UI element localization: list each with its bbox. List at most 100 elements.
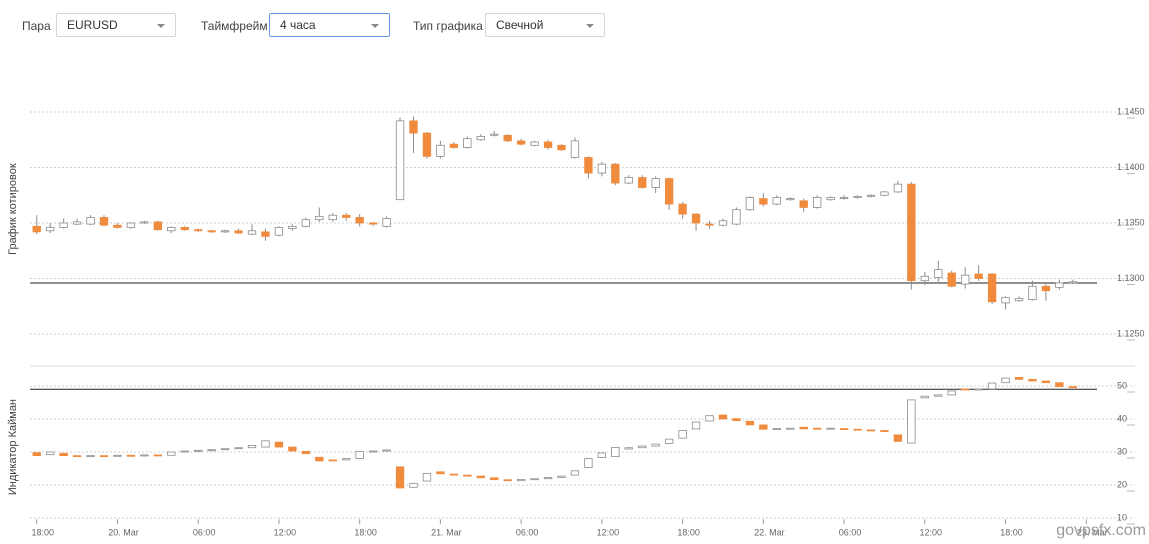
candle-body — [503, 479, 512, 482]
candle-body — [611, 446, 620, 458]
candle-body — [476, 475, 485, 479]
candle-body — [759, 424, 768, 430]
candle-body — [234, 447, 243, 450]
candle-body — [463, 474, 472, 477]
candle-body — [180, 227, 189, 231]
candle-body — [490, 477, 499, 481]
candle-body — [866, 194, 876, 197]
y-tick-label: 10 — [1117, 512, 1127, 522]
candle-body — [1014, 377, 1024, 380]
candle-body — [126, 454, 136, 457]
candle-body — [140, 221, 149, 224]
candle-body — [72, 221, 82, 225]
candle-body — [315, 215, 324, 221]
candle-body — [382, 218, 391, 227]
candle-body — [261, 440, 270, 448]
candle-body — [59, 452, 68, 457]
candle-body — [368, 222, 378, 225]
candle-body — [664, 438, 674, 444]
candle-body — [799, 426, 808, 430]
candle-body — [355, 217, 364, 224]
y-tick-label: 1.1400 — [1117, 162, 1145, 172]
candle-body — [436, 471, 445, 475]
candle-body — [853, 428, 862, 431]
candle-body — [113, 454, 122, 457]
candle-body — [274, 227, 284, 236]
candle-body — [786, 198, 795, 201]
candle-body — [826, 427, 835, 430]
x-tick-label: 06:00 — [839, 528, 862, 538]
candle-body — [1001, 296, 1010, 304]
candle-body — [961, 274, 970, 285]
candle-body — [220, 448, 230, 451]
candle-body — [32, 452, 41, 457]
candle-body — [638, 445, 647, 449]
candle-body — [678, 203, 687, 215]
candle-body — [718, 414, 728, 420]
candle-body — [140, 454, 149, 457]
candle-body — [261, 231, 270, 237]
candle-body — [786, 427, 795, 430]
timeframe-select[interactable]: 4 часа — [269, 13, 390, 37]
x-tick-label: 12:00 — [920, 528, 943, 538]
candle-body — [799, 200, 808, 208]
x-tick-label: 18:00 — [354, 528, 377, 538]
candle-body — [557, 144, 566, 151]
candle-body — [826, 197, 835, 201]
candle-body — [99, 455, 109, 458]
candle-body — [839, 197, 849, 199]
y-tick-label: 1.1350 — [1117, 217, 1145, 227]
y-tick-label: 1.1300 — [1117, 273, 1145, 283]
candle-body — [745, 420, 755, 426]
candle-body — [247, 230, 257, 235]
candle-body — [732, 418, 741, 422]
candle-body — [920, 395, 929, 399]
candle-body — [449, 143, 459, 148]
candle-body — [234, 230, 243, 234]
candle-body — [503, 134, 512, 142]
candle-body — [207, 230, 216, 233]
candle-body — [638, 177, 647, 188]
candle-body — [543, 141, 553, 148]
candle-body — [987, 273, 997, 303]
candle-body — [1041, 380, 1051, 384]
candle-body — [934, 394, 943, 397]
y-tick-label: 30 — [1117, 446, 1127, 456]
candle-body — [342, 214, 351, 218]
control-label: Пара — [22, 19, 51, 33]
candle-body — [839, 428, 849, 430]
x-tick-label: 12:00 — [597, 528, 620, 538]
candle-body — [880, 191, 889, 196]
candle-body — [207, 449, 216, 452]
x-tick-label: 22. Mar — [754, 528, 785, 538]
candle-body — [180, 450, 189, 453]
candle-body — [368, 450, 378, 453]
candle-body — [705, 415, 714, 422]
candle-body — [1028, 285, 1037, 300]
candle-body — [705, 223, 714, 226]
candle-body — [947, 390, 956, 396]
candle-body — [961, 388, 970, 391]
candle-body — [32, 225, 41, 233]
candle-body — [395, 466, 405, 489]
candle-body — [651, 178, 660, 188]
y-tick-label: 20 — [1117, 479, 1127, 489]
x-tick-label: 18:00 — [677, 528, 700, 538]
candle-body — [624, 177, 633, 184]
candle-body — [86, 217, 95, 225]
candle-body — [220, 230, 230, 233]
candle-body — [315, 456, 324, 462]
x-tick-label: 20. Mar — [108, 528, 139, 538]
candle-body — [422, 132, 432, 157]
candle-body — [691, 421, 701, 430]
candle-body — [570, 140, 580, 158]
candle-body — [301, 219, 311, 227]
watermark: govpsfx.com — [1056, 522, 1146, 539]
candle-body — [584, 458, 593, 468]
pair-select[interactable]: EURUSD — [56, 13, 176, 37]
candle-body — [893, 434, 903, 442]
chart-type-select[interactable]: Свечной — [485, 13, 605, 37]
candle-body — [422, 473, 432, 482]
